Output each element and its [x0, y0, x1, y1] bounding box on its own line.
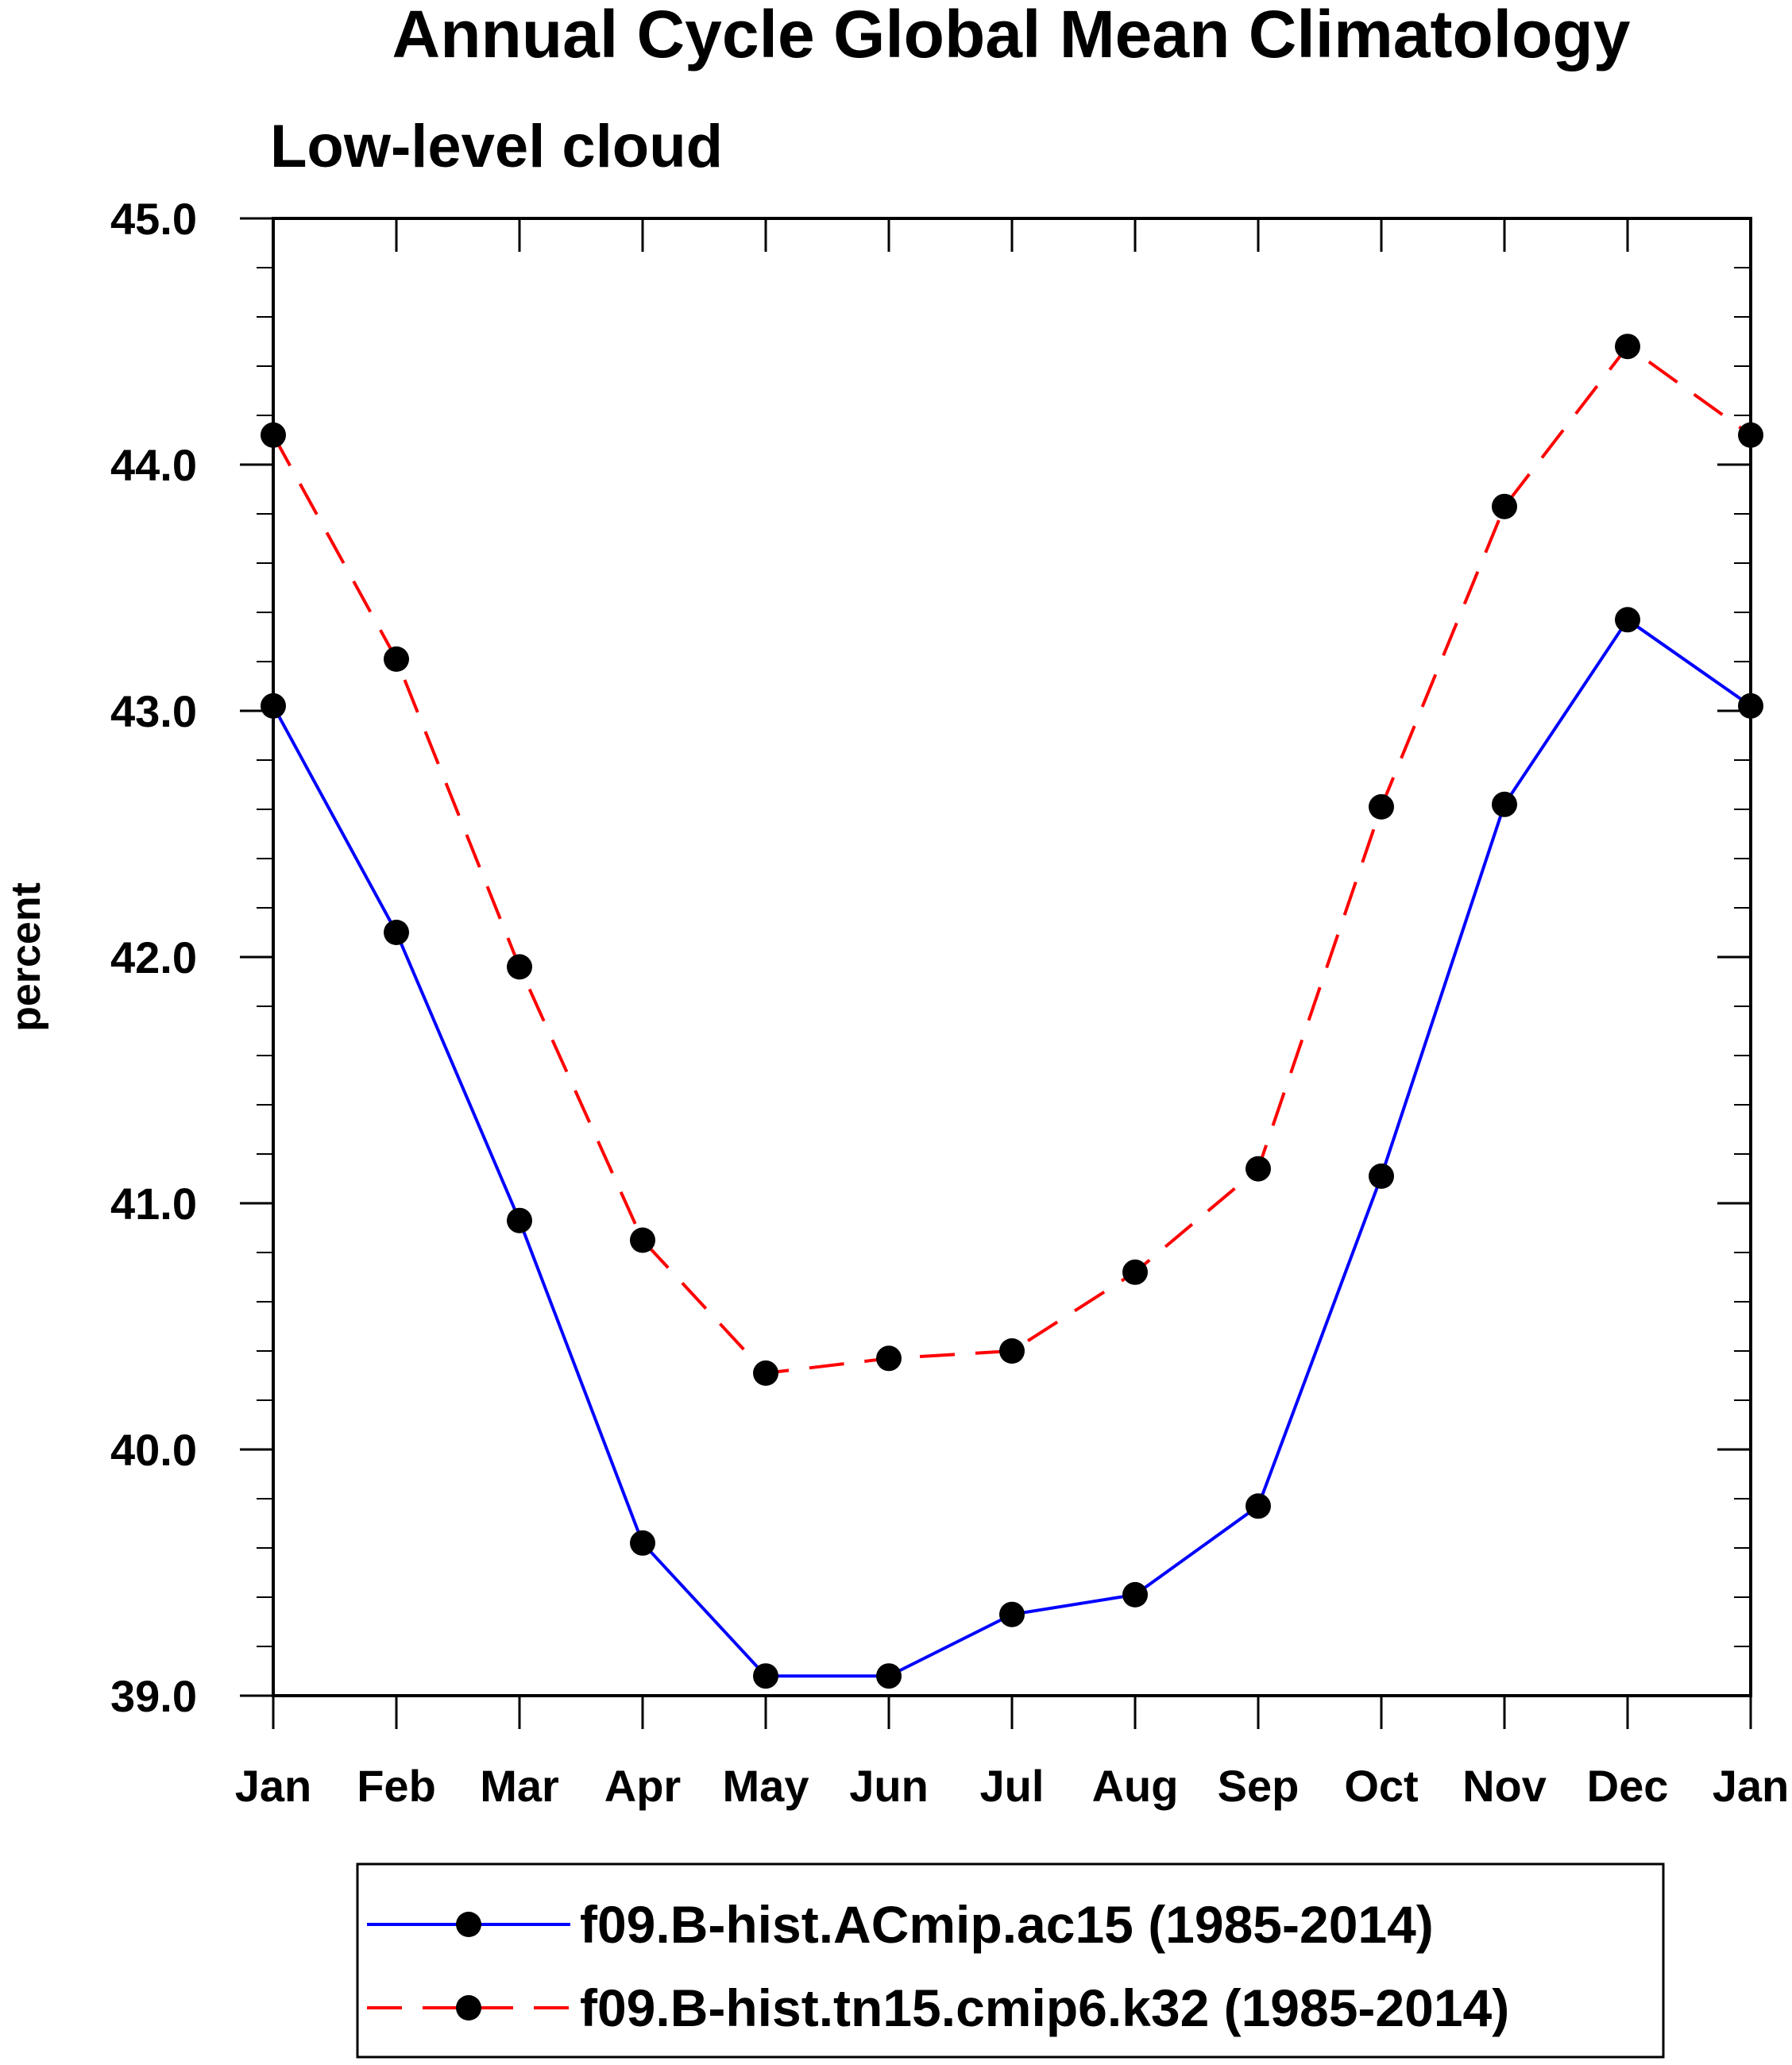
x-tick-label: Dec	[1587, 1761, 1669, 1811]
series-2-point	[507, 954, 532, 980]
legend-marker-1	[456, 1912, 481, 1937]
chart-title: Annual Cycle Global Mean Climatology	[392, 0, 1631, 71]
series-2-point	[261, 422, 286, 448]
series-2-point	[1492, 493, 1517, 519]
x-tick-label: Jun	[849, 1761, 929, 1811]
x-tick-label: Apr	[604, 1761, 681, 1811]
series-2-point	[876, 1345, 902, 1372]
series-2-point	[1738, 422, 1763, 448]
x-tick-label: Aug	[1092, 1761, 1179, 1811]
x-tick-label: May	[723, 1761, 809, 1811]
x-tick-label: Jan	[1713, 1761, 1790, 1811]
series-2-point	[1246, 1156, 1271, 1182]
series-layer	[261, 334, 1763, 1689]
x-tick-label: Nov	[1462, 1761, 1547, 1811]
series-2-point	[630, 1227, 655, 1253]
series-1-point	[630, 1530, 655, 1556]
legend-label-2: f09.B-hist.tn15.cmip6.k32 (1985-2014)	[580, 1978, 1509, 2037]
series-2-point	[753, 1360, 778, 1386]
chart-subtitle: Low-level cloud	[270, 113, 723, 180]
series-2-point	[999, 1338, 1025, 1364]
x-tick-label: Jul	[980, 1761, 1045, 1811]
series-1-point	[753, 1663, 778, 1689]
series-1-point	[1738, 693, 1763, 719]
series-1-point	[876, 1663, 902, 1689]
x-tick-label: Sep	[1218, 1761, 1300, 1811]
series-1-point	[507, 1207, 532, 1233]
series-1-point	[1246, 1493, 1271, 1519]
series-1-point	[384, 920, 409, 945]
x-tick-labels: Jan Feb Mar Apr May Jun Jul Aug Sep Oct Nov Dec Jan	[235, 1761, 1790, 1811]
y-tick-label: 45.0	[110, 194, 197, 244]
y-tick-label: 42.0	[110, 932, 197, 982]
y-tick-label: 40.0	[110, 1425, 197, 1475]
series-1-point	[1369, 1163, 1394, 1189]
series-2-point	[1615, 334, 1640, 360]
series-2-point	[1369, 793, 1394, 820]
axis-ticks	[240, 217, 1752, 1729]
series-2-point	[384, 646, 409, 672]
series-1-point	[261, 693, 286, 719]
legend: f09.B-hist.ACmip.ac15 (1985-2014) f09.B-h…	[367, 1895, 1509, 2037]
x-tick-label: Oct	[1344, 1761, 1418, 1811]
x-tick-label: Mar	[480, 1761, 559, 1811]
y-tick-label: 44.0	[110, 440, 197, 490]
series-2-point	[1122, 1259, 1148, 1285]
y-tick-label: 43.0	[110, 686, 197, 736]
series-line-2	[272, 345, 1752, 1375]
series-1-point	[1492, 791, 1517, 817]
series-1-point	[1122, 1581, 1148, 1608]
series-line-1	[272, 618, 1752, 1678]
legend-box	[356, 1862, 1665, 2059]
y-tick-label: 39.0	[110, 1671, 197, 1721]
x-tick-label: Feb	[357, 1761, 436, 1811]
y-tick-labels: 39.0 40.0 41.0 42.0 43.0 44.0 45.0	[110, 194, 197, 1721]
plot-frame	[272, 217, 1752, 1697]
series-1-point	[1615, 607, 1640, 633]
legend-marker-2	[456, 1995, 481, 2021]
y-axis-label: percent	[3, 882, 49, 1032]
x-tick-label: Jan	[235, 1761, 312, 1811]
y-tick-label: 41.0	[110, 1179, 197, 1229]
legend-label-1: f09.B-hist.ACmip.ac15 (1985-2014)	[580, 1895, 1434, 1954]
series-1-point	[999, 1601, 1025, 1627]
